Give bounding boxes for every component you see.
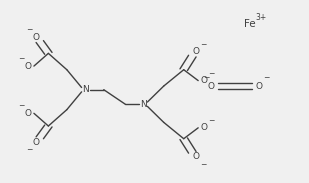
Text: O: O bbox=[32, 138, 40, 147]
Text: −: − bbox=[26, 25, 32, 34]
Text: N: N bbox=[82, 85, 89, 94]
Text: −: − bbox=[263, 73, 269, 82]
Text: O: O bbox=[25, 109, 32, 118]
Text: O: O bbox=[32, 33, 40, 42]
Text: Fe: Fe bbox=[244, 19, 256, 29]
Text: O: O bbox=[256, 82, 263, 91]
Text: −: − bbox=[19, 102, 25, 111]
Text: O: O bbox=[193, 152, 200, 161]
Text: O: O bbox=[193, 47, 200, 56]
Text: −: − bbox=[200, 40, 207, 49]
Text: O: O bbox=[200, 123, 207, 132]
Text: −: − bbox=[208, 69, 214, 78]
Text: N: N bbox=[140, 100, 147, 109]
Text: −: − bbox=[19, 54, 25, 63]
Text: O: O bbox=[208, 82, 215, 91]
Text: −: − bbox=[200, 160, 207, 169]
Text: −: − bbox=[203, 73, 209, 82]
Text: 3+: 3+ bbox=[255, 13, 266, 22]
Text: −: − bbox=[208, 116, 214, 125]
Text: O: O bbox=[200, 76, 207, 85]
Text: −: − bbox=[26, 145, 32, 154]
Text: O: O bbox=[25, 61, 32, 71]
